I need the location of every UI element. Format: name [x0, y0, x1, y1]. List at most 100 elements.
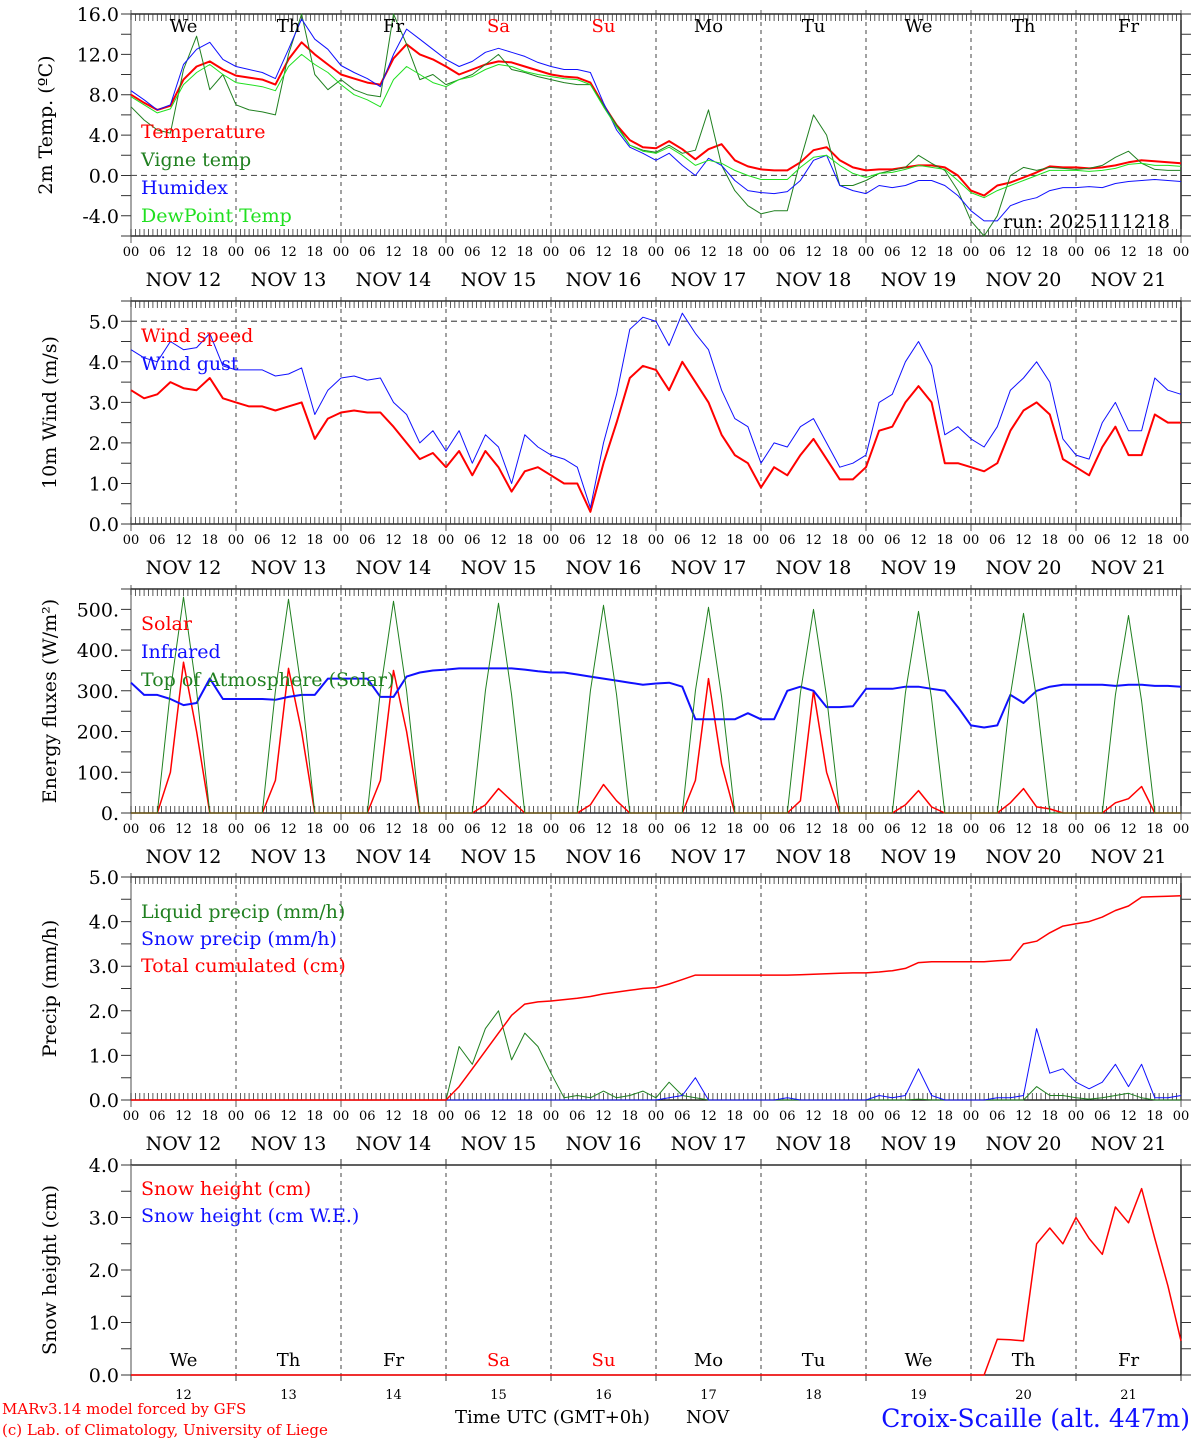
legend-entry: Vigne temp — [140, 149, 251, 171]
series-line-total-cumulated-cm — [131, 894, 1182, 1101]
hour-tick-label: 12 — [385, 533, 402, 548]
y-tick-label: 1.0 — [89, 1313, 119, 1335]
hour-tick-label: 06 — [989, 245, 1006, 260]
hour-tick-label: 18 — [726, 245, 743, 260]
hour-tick-label: 18 — [411, 245, 428, 260]
date-label: NOV 21 — [1091, 269, 1167, 291]
day-name-label: Th — [1012, 16, 1036, 37]
date-label: NOV 12 — [146, 557, 222, 579]
hour-tick-label: 06 — [569, 822, 586, 837]
hour-tick-label: 06 — [569, 245, 586, 260]
hour-tick-label: 06 — [254, 245, 271, 260]
panel-3: 500. 400. 300. 200. 100. 0. Energy fluxes (W/m… — [39, 585, 1191, 868]
hour-tick-label: 12 — [1015, 822, 1032, 837]
hour-tick-label: 18 — [1146, 245, 1163, 260]
hour-tick-label: 18 — [201, 245, 218, 260]
hour-tick-label: 18 — [411, 822, 428, 837]
hour-tick-label: 12 — [1120, 533, 1137, 548]
day-name-label: We — [170, 1350, 198, 1371]
y-ticks — [121, 13, 1191, 237]
hour-tick-label: 00 — [543, 1109, 560, 1124]
hour-tick-label: 12 — [490, 533, 507, 548]
station-title: Croix-Scaille (alt. 447m) — [881, 1404, 1190, 1433]
hour-tick-label: 12 — [1015, 1109, 1032, 1124]
hour-tick-label: 06 — [779, 1109, 796, 1124]
y-tick-label: 2.0 — [89, 433, 119, 455]
hour-tick-label: 00 — [333, 245, 350, 260]
hour-tick-label: 18 — [726, 1109, 743, 1124]
y-ticks — [121, 876, 1191, 1101]
date-label: NOV 14 — [356, 557, 432, 579]
hour-tick-label: 12 — [175, 245, 192, 260]
hour-tick-label: 12 — [385, 822, 402, 837]
hour-tick-label: 18 — [1041, 822, 1058, 837]
hour-tick-label: 06 — [1094, 245, 1111, 260]
day-number-label: 19 — [910, 1388, 927, 1403]
date-label: NOV 13 — [251, 1133, 327, 1155]
hour-tick-label: 00 — [648, 1109, 665, 1124]
series-line-infrared — [130, 667, 1182, 729]
panel-2: 5.0 4.0 3.0 2.0 1.0 0.0 10m Wind (m/s) Wind spe… — [39, 297, 1191, 579]
hour-tick-label: 00 — [858, 1109, 875, 1124]
hour-tick-label: 18 — [621, 822, 638, 837]
day-name-label: Fr — [383, 1350, 404, 1371]
hour-tick-label: 12 — [490, 822, 507, 837]
y-tick-label: 12.0 — [77, 44, 119, 66]
hour-tick-label: 06 — [464, 822, 481, 837]
y-tick-label: 4.0 — [89, 352, 119, 374]
hour-tick-label: 12 — [700, 1109, 717, 1124]
lab-credit: (c) Lab. of Climatology, University of L… — [2, 1421, 328, 1439]
hour-tick-label: 00 — [1173, 533, 1190, 548]
time-axis-title: Time UTC (GMT+0h) — [455, 1407, 650, 1428]
date-label: NOV 13 — [251, 557, 327, 579]
hour-tick-label: 18 — [831, 245, 848, 260]
date-label: NOV 16 — [566, 557, 642, 579]
hour-tick-label: 12 — [805, 533, 822, 548]
date-label: NOV 19 — [881, 846, 957, 868]
legend-entry: Solar — [141, 613, 193, 635]
y-tick-label: 3.0 — [89, 392, 119, 414]
day-name-label: Sa — [487, 16, 510, 37]
hour-tick-label: 00 — [438, 533, 455, 548]
legend-entry: DewPoint Temp — [141, 205, 292, 227]
hour-tick-label: 00 — [858, 822, 875, 837]
hour-tick-label: 18 — [936, 533, 953, 548]
legend-entry: Snow height (cm) — [141, 1178, 311, 1200]
hour-tick-label: 06 — [149, 245, 166, 260]
hour-tick-label: 12 — [280, 533, 297, 548]
hour-tick-label: 06 — [464, 533, 481, 548]
hour-tick-label: 18 — [936, 245, 953, 260]
date-label: NOV 18 — [776, 557, 852, 579]
hour-tick-label: 00 — [543, 245, 560, 260]
hour-tick-label: 12 — [805, 1109, 822, 1124]
day-name-label: Th — [277, 1350, 301, 1371]
hour-tick-label: 00 — [228, 533, 245, 548]
hour-tick-label: 18 — [1146, 1109, 1163, 1124]
y-tick-label: 16.0 — [77, 4, 119, 26]
date-label: NOV 17 — [671, 557, 747, 579]
hour-tick-label: 00 — [228, 1109, 245, 1124]
day-name-label: Fr — [383, 16, 404, 37]
hour-tick-label: 00 — [438, 245, 455, 260]
legend-entry: Infrared — [141, 641, 221, 663]
day-name-label: Th — [277, 16, 301, 37]
hour-tick-label: 18 — [306, 822, 323, 837]
date-label: NOV 16 — [566, 1133, 642, 1155]
y-tick-label: 8.0 — [89, 85, 119, 107]
hour-tick-label: 12 — [700, 533, 717, 548]
hour-tick-label: 00 — [858, 245, 875, 260]
hour-tick-label: 06 — [254, 533, 271, 548]
hour-tick-label: 00 — [1068, 533, 1085, 548]
y-tick-label: 4.0 — [89, 912, 119, 934]
y-tick-label: 2.0 — [89, 1001, 119, 1023]
hour-tick-label: 12 — [1015, 245, 1032, 260]
hour-tick-label: 00 — [753, 822, 770, 837]
date-label: NOV 16 — [566, 269, 642, 291]
date-label: NOV 15 — [461, 846, 537, 868]
hour-tick-label: 06 — [464, 245, 481, 260]
day-name-label: We — [170, 16, 198, 37]
hour-tick-label: 00 — [543, 533, 560, 548]
hour-tick-label: 00 — [438, 1109, 455, 1124]
panel-4: 5.0 4.0 3.0 2.0 1.0 0.0 Precip (mm/h) Liquid pr… — [39, 867, 1191, 1155]
